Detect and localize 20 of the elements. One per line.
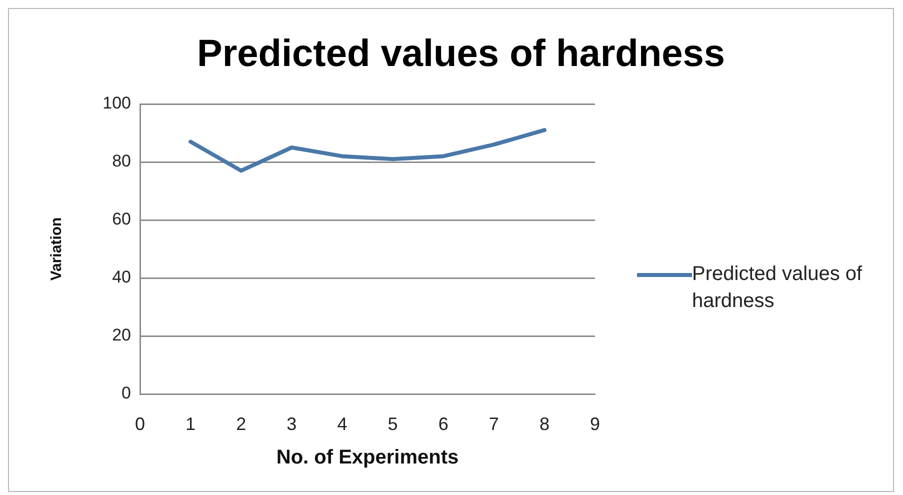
x-tick-label: 9 [590, 414, 600, 434]
x-tick-label: 4 [337, 414, 348, 434]
x-tick-label: 2 [236, 414, 246, 434]
x-tick-label: 3 [286, 414, 297, 434]
y-axis-title: Variation [48, 217, 66, 281]
x-tick-label: 7 [488, 414, 499, 434]
x-tick-label: 0 [134, 414, 146, 434]
y-tick-label: 100 [102, 94, 131, 113]
x-tick-label: 6 [438, 414, 448, 434]
x-axis-title: No. of Experiments [276, 446, 459, 469]
x-tick-label: 1 [186, 414, 196, 434]
legend-label: Predicted values of hardness [692, 262, 864, 314]
y-tick-label: 80 [112, 152, 131, 171]
x-tick-label: 5 [388, 414, 398, 434]
y-tick-label: 0 [122, 384, 131, 403]
chart-title: Predicted values of hardness [197, 33, 725, 75]
y-tick-label: 20 [112, 326, 131, 345]
x-tick-label: 8 [539, 414, 550, 434]
y-tick-label: 60 [112, 210, 131, 229]
y-tick-label: 40 [112, 268, 131, 287]
